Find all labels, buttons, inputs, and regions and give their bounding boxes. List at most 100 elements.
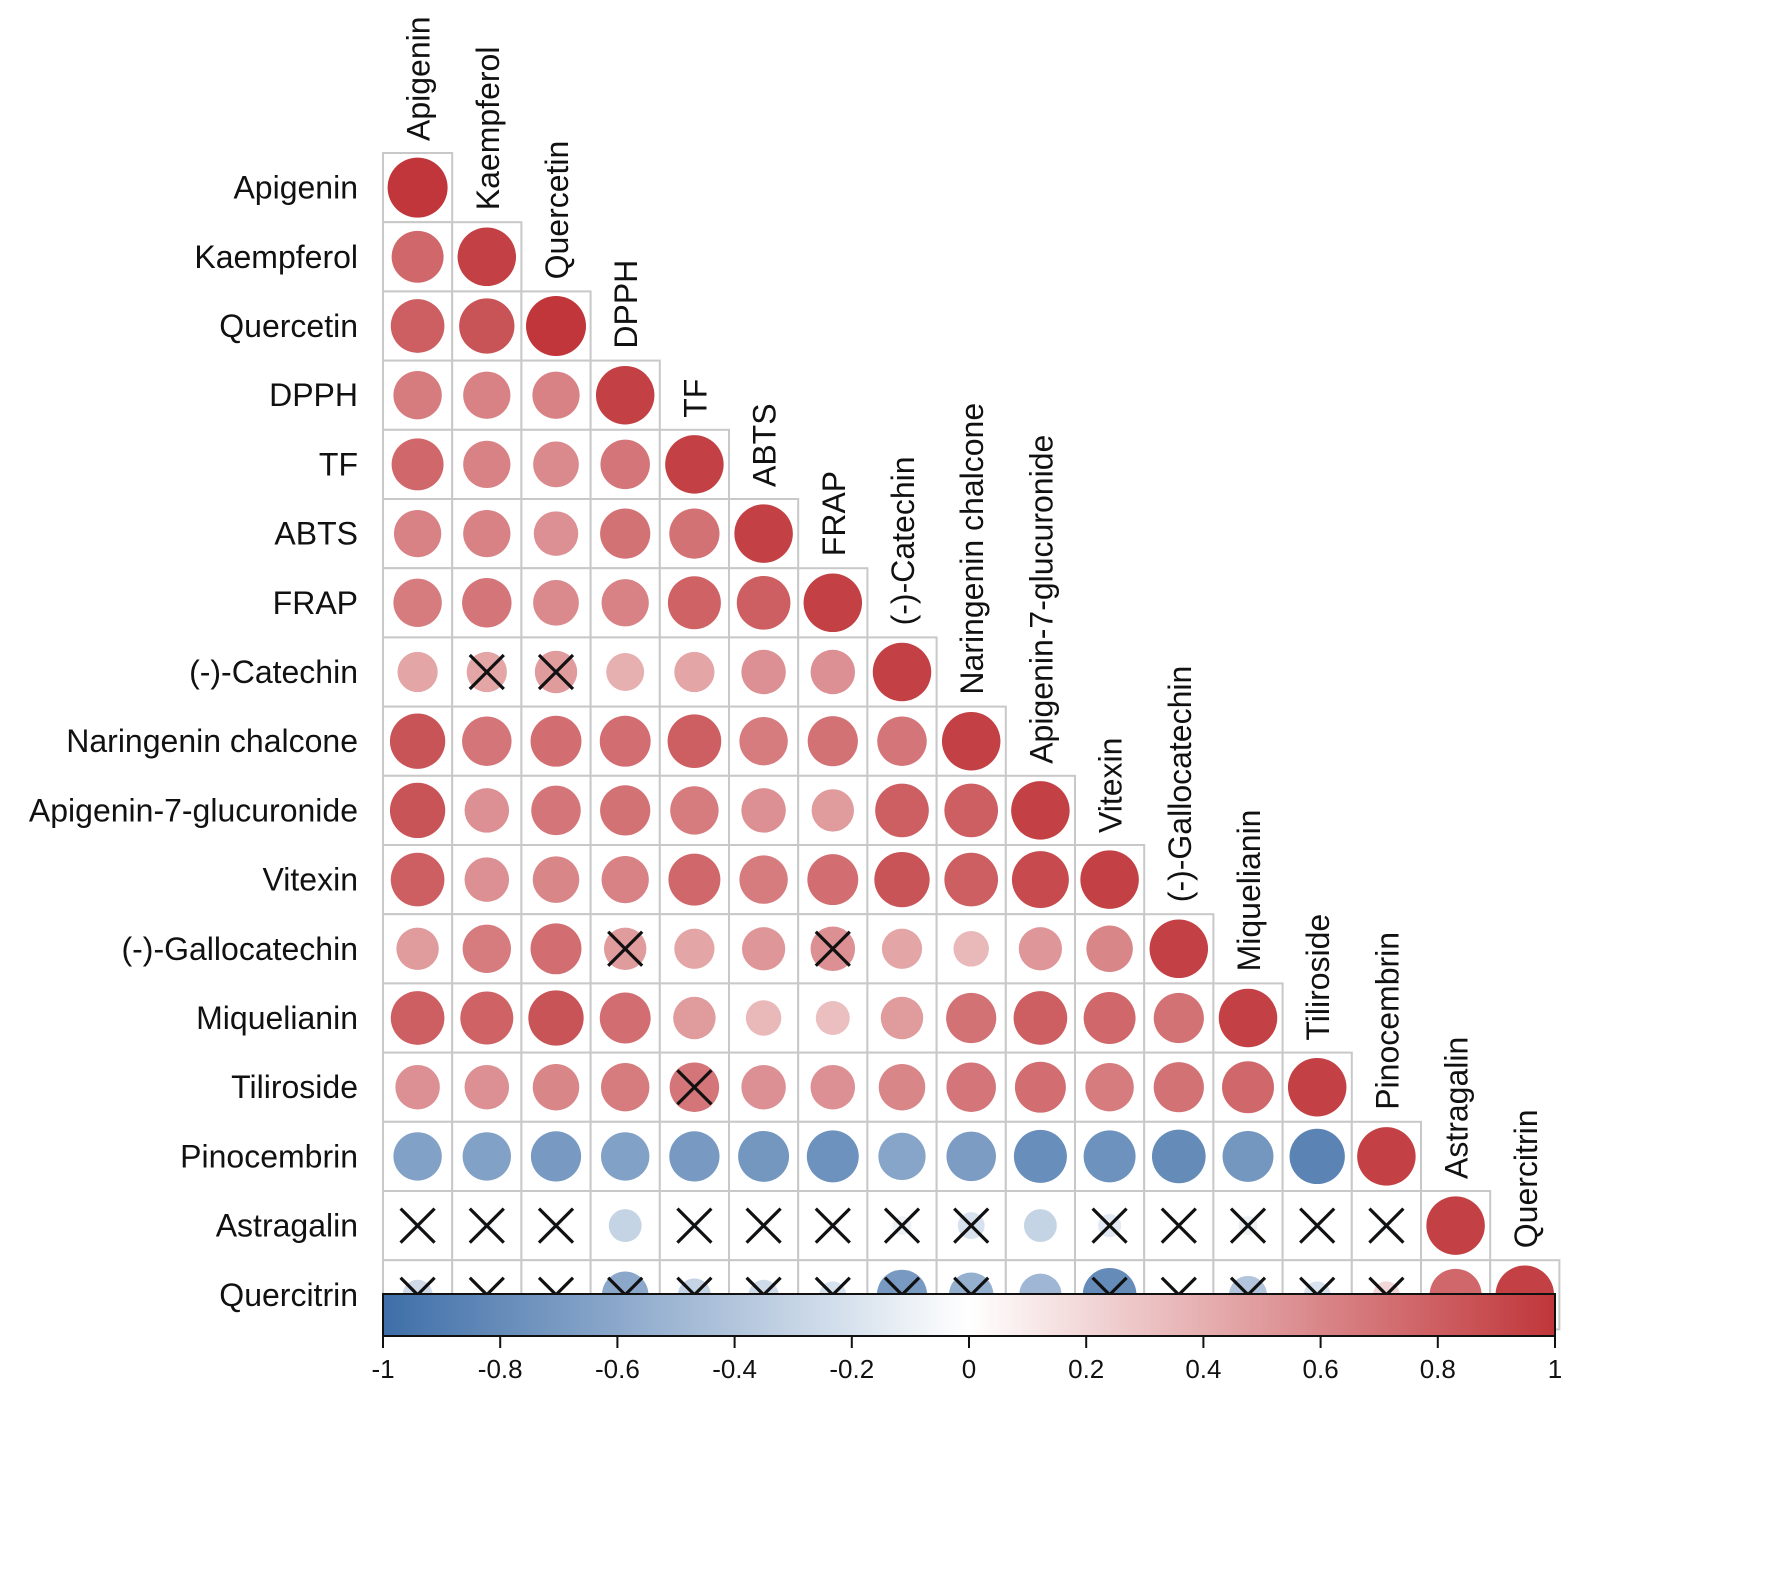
correlation-circle bbox=[941, 711, 1001, 771]
matrix-cell bbox=[451, 844, 523, 916]
correlation-circle bbox=[874, 851, 930, 908]
column-label: Quercitrin bbox=[1508, 1109, 1544, 1248]
correlation-circle bbox=[734, 504, 793, 563]
correlation-circle bbox=[390, 299, 445, 353]
correlation-circle bbox=[1289, 1128, 1345, 1185]
correlation-circle bbox=[741, 1064, 786, 1110]
correlation-circle bbox=[1011, 851, 1069, 909]
correlation-circle bbox=[600, 439, 650, 490]
colorbar-tick-label: -0.8 bbox=[478, 1354, 523, 1384]
correlation-circle bbox=[881, 928, 923, 969]
not-significant-cross bbox=[1091, 1207, 1128, 1244]
correlation-circle bbox=[599, 992, 651, 1044]
row-label: FRAP bbox=[273, 585, 358, 621]
correlation-circle bbox=[810, 649, 856, 695]
correlation-circle bbox=[600, 785, 651, 836]
row-label: Kaempferol bbox=[194, 239, 358, 275]
row-label: Naringenin chalcone bbox=[66, 723, 358, 759]
correlation-circle bbox=[741, 649, 786, 695]
correlation-circle bbox=[459, 298, 515, 354]
colorbar-tick-label: 0.6 bbox=[1303, 1354, 1339, 1384]
column-label: Apigenin-7-glucuronide bbox=[1023, 435, 1059, 764]
correlation-circle bbox=[667, 714, 722, 769]
correlation-circle bbox=[741, 788, 786, 833]
not-significant-cross bbox=[1299, 1207, 1336, 1244]
correlation-circle bbox=[944, 783, 999, 838]
correlation-circle bbox=[533, 579, 579, 626]
correlation-circle bbox=[599, 715, 651, 767]
correlation-circle bbox=[462, 716, 512, 766]
correlation-circle bbox=[606, 653, 645, 691]
correlation-circle bbox=[739, 717, 788, 766]
matrix-cell bbox=[728, 774, 800, 846]
correlation-circle bbox=[1357, 1127, 1416, 1186]
correlation-circle bbox=[1153, 1062, 1204, 1113]
correlation-circle bbox=[389, 782, 446, 839]
correlation-circle bbox=[396, 927, 439, 971]
column-label: (-)-Gallocatechin bbox=[1162, 666, 1198, 903]
not-significant-cross bbox=[814, 1207, 851, 1244]
correlation-circle bbox=[464, 857, 510, 902]
correlation-circle bbox=[803, 573, 863, 633]
correlation-circle bbox=[878, 1132, 926, 1181]
correlation-circle bbox=[462, 578, 512, 628]
correlation-circle bbox=[601, 1063, 650, 1112]
correlation-circle bbox=[1151, 1129, 1206, 1184]
correlation-circle bbox=[600, 508, 651, 559]
not-significant-cross bbox=[676, 1207, 713, 1244]
correlation-circle bbox=[875, 783, 929, 838]
correlation-circle bbox=[601, 1132, 650, 1181]
correlation-circle bbox=[462, 924, 511, 973]
correlation-circle bbox=[1083, 1130, 1136, 1183]
correlation-circle bbox=[532, 371, 580, 419]
correlation-circle bbox=[1218, 988, 1278, 1048]
correlation-circle bbox=[1222, 1061, 1274, 1114]
correlation-circle bbox=[1426, 1196, 1485, 1255]
correlation-circle bbox=[668, 853, 721, 906]
column-label: Naringenin chalcone bbox=[954, 403, 990, 695]
not-significant-cross bbox=[676, 1069, 713, 1106]
colorbar-tick-label: -1 bbox=[371, 1354, 394, 1384]
correlation-circle bbox=[1287, 1057, 1347, 1117]
row-label: (-)-Catechin bbox=[189, 654, 358, 690]
correlation-circle bbox=[667, 576, 721, 630]
not-significant-cross bbox=[468, 1207, 505, 1244]
correlation-circle bbox=[670, 786, 719, 835]
column-label: ABTS bbox=[747, 403, 783, 487]
colorbar-tick-label: -0.2 bbox=[829, 1354, 874, 1384]
correlation-circle bbox=[736, 575, 791, 630]
not-significant-cross bbox=[814, 930, 851, 967]
correlation-circle bbox=[391, 230, 444, 283]
correlation-circle bbox=[608, 1209, 642, 1243]
not-significant-cross bbox=[537, 1207, 575, 1244]
correlation-circle bbox=[880, 996, 924, 1040]
correlation-circle bbox=[1085, 1063, 1134, 1112]
column-label: DPPH bbox=[608, 260, 644, 349]
colorbar-tick-label: 1 bbox=[1548, 1354, 1562, 1384]
colorbar bbox=[382, 1293, 1556, 1337]
correlation-circle bbox=[674, 651, 715, 693]
correlation-circle bbox=[532, 1063, 580, 1111]
correlation-circle bbox=[528, 990, 584, 1046]
not-significant-cross bbox=[953, 1207, 990, 1244]
not-significant-cross bbox=[1160, 1207, 1197, 1244]
not-significant-cross bbox=[745, 1207, 782, 1244]
column-label: TF bbox=[677, 379, 713, 418]
correlation-circle bbox=[1153, 992, 1204, 1044]
column-label: Apigenin bbox=[401, 16, 437, 141]
correlation-circle bbox=[669, 508, 720, 559]
correlation-circle bbox=[390, 991, 445, 1045]
colorbar-tick-label: 0.8 bbox=[1420, 1354, 1456, 1384]
correlation-circle bbox=[815, 1001, 850, 1035]
correlation-circle bbox=[397, 651, 438, 693]
correlation-circle bbox=[393, 371, 442, 420]
correlation-circle bbox=[391, 438, 444, 491]
row-label: Apigenin bbox=[233, 170, 358, 206]
not-significant-cross bbox=[607, 930, 644, 967]
correlation-circle bbox=[463, 371, 511, 419]
not-significant-cross bbox=[1229, 1207, 1267, 1244]
column-label: Pinocembrin bbox=[1369, 932, 1405, 1110]
correlation-circle bbox=[739, 855, 788, 904]
row-label: DPPH bbox=[269, 377, 358, 413]
